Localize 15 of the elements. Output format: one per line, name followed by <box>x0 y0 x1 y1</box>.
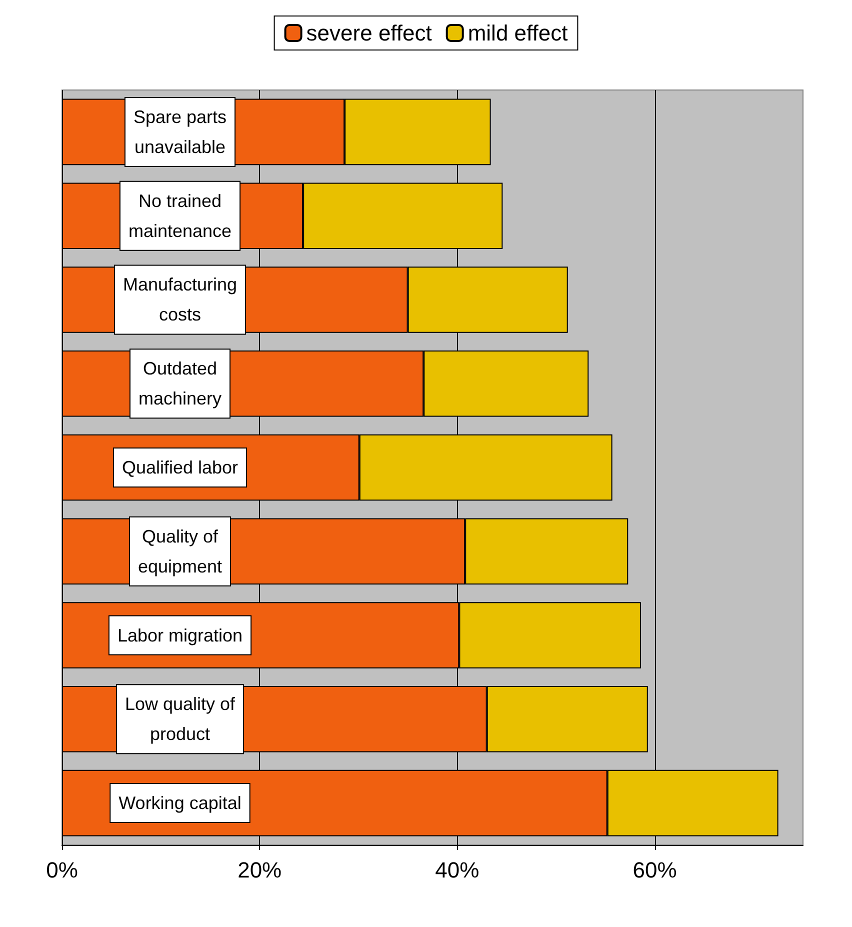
x-tick-label: 20% <box>238 858 282 882</box>
y-tick-label: Quality of equipment <box>138 526 222 576</box>
y-tick-label: Low quality of product <box>124 694 236 744</box>
y-tick-label: Outdated machinery <box>138 358 222 409</box>
x-tick-label: 0% <box>46 858 78 882</box>
legend-label: severe effect <box>306 20 432 46</box>
y-tick-label: Labor migration <box>117 625 243 646</box>
y-tick-label: Qualified labor <box>122 458 238 478</box>
y-tick-label: No trained maintenance <box>128 190 232 241</box>
y-tick-label: Spare parts unavailable <box>133 106 227 157</box>
y-tick-label: Manufacturing costs <box>122 274 238 325</box>
x-tick-label: 40% <box>435 858 480 882</box>
y-tick-label: Working capital <box>118 793 242 814</box>
legend-label: mild effect <box>468 20 568 46</box>
x-tick-label: 60% <box>632 858 677 882</box>
